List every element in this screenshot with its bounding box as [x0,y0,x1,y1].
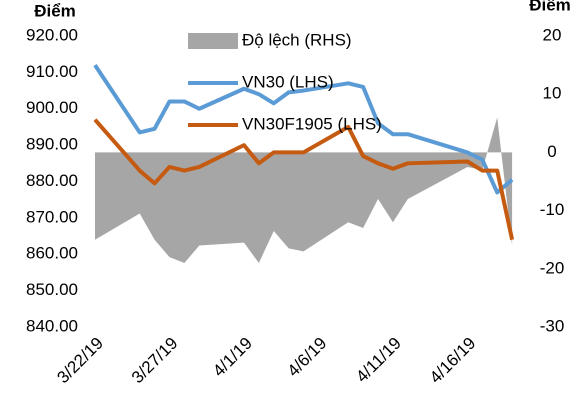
y2-tick-label: -20 [540,258,565,277]
legend-label: Độ lệch (RHS) [242,30,352,49]
y2-tick-label: 0 [547,142,556,161]
x-tick-label: 4/16/19 [426,334,480,388]
y2-tick-label: -10 [540,200,565,219]
x-tick-label: 3/27/19 [128,334,182,388]
area [95,117,513,263]
x-tick-label: 4/6/19 [284,334,331,381]
x-tick-label: 3/22/19 [53,334,107,388]
x-tick-label: 4/11/19 [352,334,405,387]
x-tick-label: 4/1/19 [209,334,256,381]
y2-axis-label: Điểm [529,0,571,14]
y-tick-label: 840.00 [26,316,78,335]
y2-tick-label: 10 [543,84,562,103]
y-tick-label: 920.00 [26,25,78,44]
legend: Độ lệch (RHS) VN30 (LHS) VN30F1905 (LHS) [188,30,382,133]
y-axis-label: Điểm [34,1,76,20]
y-tick-label: 890.00 [26,135,78,154]
y-tick-label: 910.00 [26,62,78,81]
y2-tick-label: 20 [543,25,562,44]
legend-label: VN30F1905 (LHS) [242,114,382,133]
y-tick-label: 850.00 [26,280,78,299]
line [93,63,514,195]
line [93,118,515,241]
y-tick-label: 860.00 [26,244,78,263]
y-tick-label: 900.00 [26,98,78,117]
y2-tick-label: -30 [540,316,565,335]
legend-swatch [188,33,238,49]
y-tick-label: 880.00 [26,171,78,190]
legend-label: VN30 (LHS) [242,72,334,91]
y-tick-label: 870.00 [26,207,78,226]
